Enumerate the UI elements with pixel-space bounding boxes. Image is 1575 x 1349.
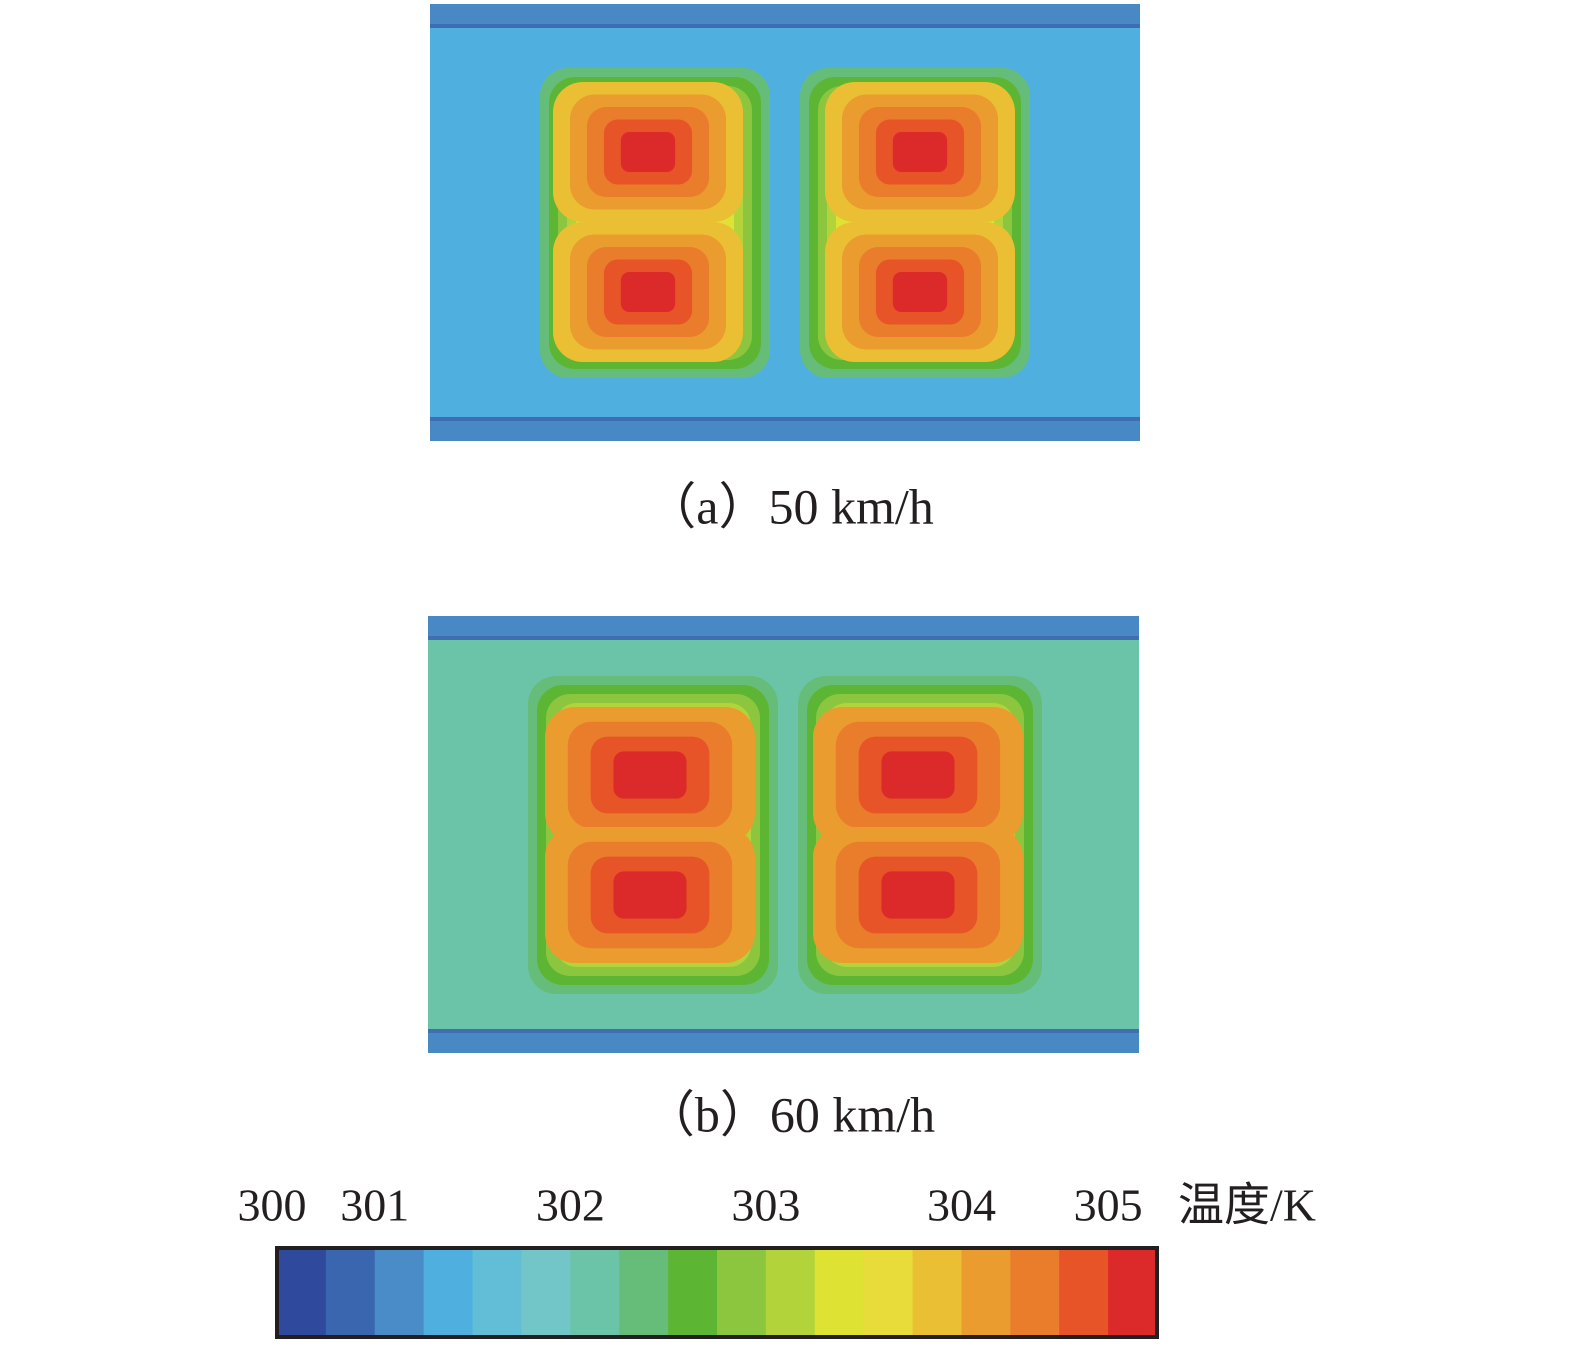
colorbar-tick-label: 302 bbox=[536, 1180, 605, 1231]
colorbar-band bbox=[765, 1248, 816, 1337]
colorbar-tick-label: 301 bbox=[340, 1180, 409, 1231]
contour-band bbox=[892, 132, 948, 172]
contour-band bbox=[430, 421, 1140, 441]
colorbar-band bbox=[717, 1248, 767, 1337]
colorbar-band bbox=[1059, 1248, 1109, 1337]
contour-band bbox=[428, 1033, 1139, 1053]
colorbar-band bbox=[814, 1248, 865, 1337]
colorbar-band bbox=[863, 1248, 914, 1337]
contour-band bbox=[428, 616, 1139, 636]
colorbar-tick-label: 300 bbox=[238, 1180, 307, 1231]
contour-band bbox=[620, 272, 676, 312]
panel-caption: （a）50 km/h bbox=[646, 478, 933, 534]
contour-band bbox=[881, 751, 955, 799]
colorbar-frame bbox=[275, 1246, 1159, 1339]
colorbar-band bbox=[912, 1248, 962, 1337]
colorbar-band bbox=[619, 1248, 669, 1337]
colorbar-band bbox=[277, 1248, 327, 1337]
colorbar-band bbox=[472, 1248, 522, 1337]
colorbar-band bbox=[570, 1248, 620, 1337]
colorbar-tick-label: 305 bbox=[1074, 1180, 1143, 1231]
contour-band bbox=[613, 751, 687, 799]
colorbar-band bbox=[325, 1248, 376, 1337]
contour-band bbox=[430, 4, 1140, 24]
colorbar-tick-label: 304 bbox=[927, 1180, 996, 1231]
colorbar-band bbox=[374, 1248, 425, 1337]
colorbar-band bbox=[521, 1248, 571, 1337]
contour-band bbox=[613, 871, 687, 919]
colorbar-band bbox=[423, 1248, 474, 1337]
colorbar-band bbox=[1108, 1248, 1158, 1337]
colorbar-band bbox=[961, 1248, 1011, 1337]
colorbar-label: 温度/K bbox=[1178, 1180, 1316, 1231]
contour-background bbox=[430, 4, 1140, 441]
colorbar-band bbox=[668, 1248, 718, 1337]
contour-band bbox=[620, 132, 676, 172]
contour-band bbox=[881, 871, 955, 919]
colorbar-tick-label: 303 bbox=[731, 1180, 800, 1231]
colorbar-band bbox=[1010, 1248, 1060, 1337]
panel-caption: （b）60 km/h bbox=[645, 1086, 935, 1142]
contour-band bbox=[892, 272, 948, 312]
